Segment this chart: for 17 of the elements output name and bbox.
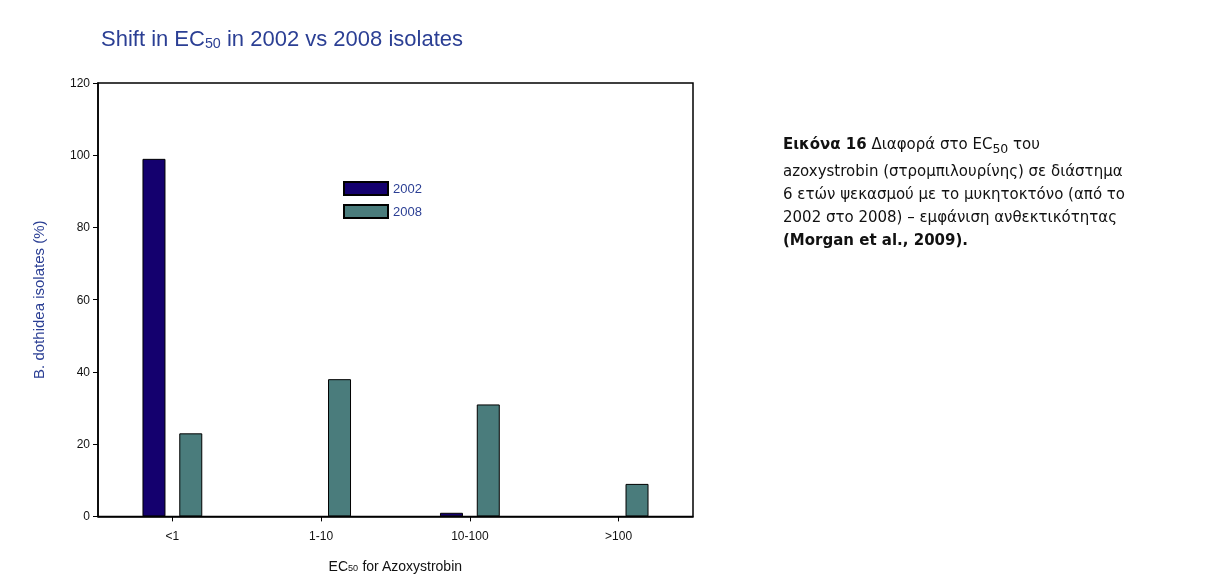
legend-label: 2002 xyxy=(393,181,422,196)
x-tick-label: >100 xyxy=(605,529,633,544)
x-tick-label: <1 xyxy=(165,529,180,544)
caption: Εικόνα 16 Διαφορά στο EC$_{50}$ του azoxystrobin (στρομπιλουρίνης) σε διάστημα 6 ετών ψεκασμού με το μυκητοκτόνο (από το 2002 στο 2008) – εμφάνιση ανθεκτικότητας (Morgan et al., 2009). xyxy=(783,134,1127,251)
y-tick-label: 80 xyxy=(76,220,91,235)
y-tick-label: 60 xyxy=(76,292,91,307)
y-tick-label: 20 xyxy=(76,437,91,452)
y-tick-label: 40 xyxy=(76,364,91,379)
x-tick-label: 10-100 xyxy=(451,529,489,544)
y-axis-title: B. dothidea isolates (%) xyxy=(30,220,47,379)
x-tick-label: 1-10 xyxy=(309,529,334,544)
y-tick-label: 100 xyxy=(69,148,91,163)
chart-title: Shift in EC50 in 2002 vs 2008 isolates xyxy=(101,25,464,51)
y-tick-label: 0 xyxy=(83,509,91,524)
y-tick-label: 120 xyxy=(69,76,91,90)
legend-label: 2008 xyxy=(393,204,422,219)
x-axis-title: EC50 for Azoxystrobin xyxy=(328,557,463,574)
